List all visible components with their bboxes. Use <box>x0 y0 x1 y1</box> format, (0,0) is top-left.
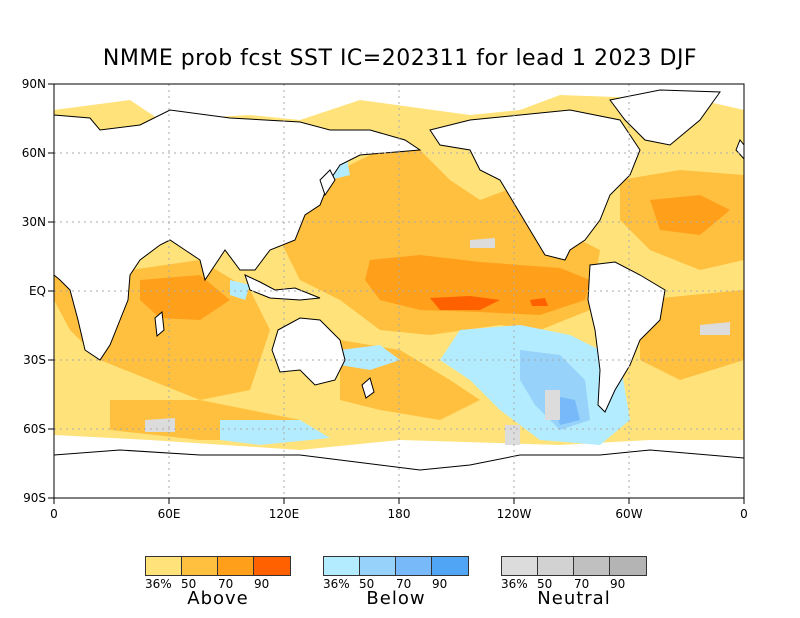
legend-above-swatch-3 <box>218 557 254 575</box>
legend-neutral-label: Neutral <box>537 588 611 609</box>
legend-neutral-tick-50: 50 <box>537 577 553 591</box>
above-90-region <box>430 296 548 310</box>
lat-label-90n: 90N <box>21 77 46 91</box>
lon-label-0-east: 0 <box>740 507 748 521</box>
south-america-land <box>587 261 666 413</box>
legend-above-swatches <box>145 556 291 576</box>
lon-label-60e: 60E <box>157 507 181 521</box>
legend-above-swatch-4 <box>254 557 290 575</box>
madagascar-land <box>154 311 165 337</box>
legend-above-tick-50: 50 <box>181 577 197 591</box>
legend-below-swatch-2 <box>360 557 396 575</box>
lat-label-60s: 60S <box>23 422 46 436</box>
legend-neutral-swatch-1 <box>502 557 538 575</box>
legend-above-tick-36: 36% <box>145 577 172 591</box>
graticule <box>54 84 744 498</box>
legend-below-tick-50: 50 <box>359 577 375 591</box>
lat-label-30s: 30S <box>23 353 46 367</box>
lat-label-30n: 30N <box>21 215 46 229</box>
legend-above-swatch-2 <box>182 557 218 575</box>
north-america-land <box>429 109 641 261</box>
legend-above-label: Above <box>187 588 249 609</box>
indonesia-islands <box>244 274 321 301</box>
legend-below-ticks: 36% 50 70 90 <box>323 576 469 591</box>
legend-below-swatch-4 <box>432 557 468 575</box>
legend-below-tick-36: 36% <box>323 577 350 591</box>
legend-neutral-ticks: 36% 50 70 90 <box>501 576 647 591</box>
legend-neutral: 36% 50 70 90 Neutral <box>501 556 647 609</box>
legend-neutral-swatch-2 <box>538 557 574 575</box>
japan-land <box>319 169 336 197</box>
legend-neutral-swatches <box>501 556 647 576</box>
legend-below-swatch-3 <box>396 557 432 575</box>
legend-above: 36% 50 70 90 Above <box>145 556 291 609</box>
greenland-land <box>609 89 721 146</box>
legend-neutral-swatch-4 <box>610 557 646 575</box>
lon-label-120w: 120W <box>496 507 532 521</box>
legend-neutral-tick-36: 36% <box>501 577 528 591</box>
legend-above-tick-70: 70 <box>218 577 234 591</box>
legend-above-ticks: 36% 50 70 90 <box>145 576 291 591</box>
legend-above-tick-90: 90 <box>254 577 270 591</box>
lon-label-60w: 60W <box>615 507 643 521</box>
new-zealand-land <box>361 377 375 399</box>
axis-ticks <box>48 83 745 504</box>
map-title: NMME prob fcst SST IC=202311 for lead 1 … <box>102 46 698 71</box>
lat-label-eq: EQ <box>28 284 46 298</box>
legend-below: 36% 50 70 90 Below <box>323 556 469 609</box>
legend-below-label: Below <box>366 588 426 609</box>
legend-below-tick-70: 70 <box>396 577 412 591</box>
lon-label-0: 0 <box>50 507 58 521</box>
lat-label-90s: 90S <box>23 491 46 505</box>
lon-label-120e: 120E <box>268 507 300 521</box>
legend-below-swatches <box>323 556 469 576</box>
lat-label-60n: 60N <box>21 146 46 160</box>
legend-neutral-tick-90: 90 <box>610 577 626 591</box>
legend-neutral-tick-70: 70 <box>574 577 590 591</box>
above-70-90-region <box>140 195 730 320</box>
australia-land <box>271 317 346 386</box>
legend-above-swatch-1 <box>146 557 182 575</box>
neutral-region <box>145 238 730 445</box>
legend-neutral-swatch-3 <box>574 557 610 575</box>
legend-below-swatch-1 <box>324 557 360 575</box>
lon-label-180: 180 <box>387 507 411 521</box>
legend-below-tick-90: 90 <box>432 577 448 591</box>
